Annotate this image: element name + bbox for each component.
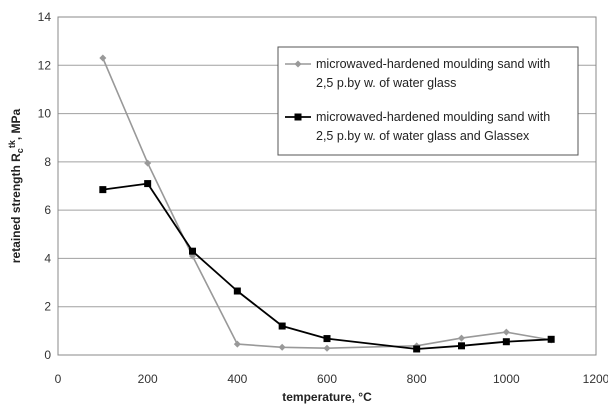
x-tick-label: 800 bbox=[407, 372, 427, 386]
y-tick-label: 0 bbox=[44, 348, 51, 362]
y-tick-label: 12 bbox=[38, 58, 52, 72]
data-point-diamond bbox=[144, 159, 152, 167]
x-tick-label: 0 bbox=[55, 372, 62, 386]
y-tick-label: 6 bbox=[44, 203, 51, 217]
plot-area-frame bbox=[57, 16, 597, 356]
legend-marker-square bbox=[294, 113, 302, 121]
data-point-square bbox=[547, 335, 555, 343]
y-axis-label-unit: , MPa bbox=[9, 108, 23, 140]
data-point-square bbox=[233, 287, 241, 295]
data-point-square bbox=[278, 322, 286, 330]
x-axis-ticks: 0 200 400 600 800 1000 1200 bbox=[55, 372, 608, 386]
legend-marker-diamond bbox=[294, 60, 302, 68]
data-point-square bbox=[323, 335, 331, 343]
y-tick-label: 14 bbox=[38, 10, 52, 24]
data-point-square bbox=[189, 247, 196, 255]
legend-entry-1: microwaved-hardened moulding sand with 2… bbox=[285, 57, 550, 90]
legend-text-2-line1: microwaved-hardened moulding sand with bbox=[316, 110, 550, 124]
data-point-diamond bbox=[502, 328, 510, 336]
y-axis-label: retained strength Rctk, MPa bbox=[7, 108, 25, 263]
legend-text-1-line1: microwaved-hardened moulding sand with bbox=[316, 57, 550, 71]
legend-text-2-line2: 2,5 p.by w. of water glass and Glassex bbox=[316, 129, 530, 143]
data-point-square bbox=[458, 342, 465, 350]
legend-entry-2: microwaved-hardened moulding sand with 2… bbox=[285, 110, 550, 143]
legend: microwaved-hardened moulding sand with 2… bbox=[277, 46, 579, 156]
data-point-square bbox=[502, 338, 510, 346]
x-tick-label: 400 bbox=[227, 372, 247, 386]
y-axis-ticks: 0 2 4 6 8 10 12 14 bbox=[38, 10, 52, 362]
x-tick-label: 1200 bbox=[583, 372, 608, 386]
legend-box bbox=[277, 46, 579, 156]
data-point-diamond bbox=[323, 344, 331, 352]
series-line-2 bbox=[102, 182, 552, 350]
data-point-square bbox=[99, 186, 107, 194]
x-tick-label: 600 bbox=[317, 372, 337, 386]
x-tick-label: 200 bbox=[138, 372, 158, 386]
data-point-diamond bbox=[278, 343, 286, 351]
y-tick-label: 4 bbox=[44, 251, 51, 265]
data-point-square bbox=[413, 345, 421, 353]
y-tick-label: 10 bbox=[38, 107, 52, 121]
x-tick-label: 1000 bbox=[493, 372, 520, 386]
y-tick-label: 2 bbox=[44, 300, 51, 314]
data-point-diamond bbox=[99, 54, 107, 62]
legend-text-1-line2: 2,5 p.by w. of water glass bbox=[316, 76, 456, 90]
x-axis-label: temperature, °C bbox=[282, 390, 372, 404]
data-point-diamond bbox=[233, 340, 241, 348]
data-point-square bbox=[144, 180, 152, 188]
y-axis-label-superscript: tk bbox=[7, 139, 17, 148]
series-line-1 bbox=[102, 57, 552, 350]
series-group bbox=[99, 54, 555, 353]
y-tick-label: 8 bbox=[44, 155, 51, 169]
data-point-diamond bbox=[458, 334, 465, 342]
y-axis-label-main: retained strength R bbox=[9, 153, 23, 263]
y-axis-label-subscript: c bbox=[15, 148, 25, 153]
